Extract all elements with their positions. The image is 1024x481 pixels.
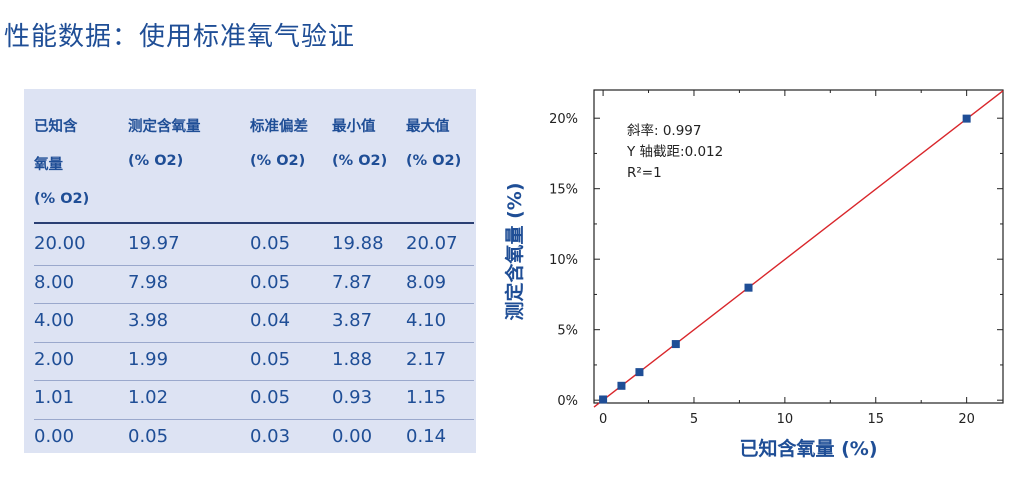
table-cell: 0.14 bbox=[406, 425, 447, 447]
table-cell: 0.05 bbox=[128, 425, 169, 447]
data-point bbox=[617, 381, 626, 390]
table-cell: 7.98 bbox=[128, 271, 169, 293]
table-cell: 0.00 bbox=[332, 425, 373, 447]
table-header-cell: 氧量 bbox=[34, 157, 63, 173]
data-point bbox=[744, 283, 753, 292]
table-cell: 4.10 bbox=[406, 310, 447, 331]
table-row-rule bbox=[34, 303, 474, 304]
table-header-cell: 测定含氧量 bbox=[128, 119, 201, 135]
x-tick-label: 5 bbox=[690, 412, 698, 427]
y-tick-label: 5% bbox=[557, 324, 578, 339]
x-tick-label: 15 bbox=[867, 412, 884, 427]
y-axis-title: 测定含氧量 (%) bbox=[503, 182, 526, 320]
table-cell: 0.03 bbox=[250, 425, 291, 447]
data-point bbox=[962, 114, 971, 123]
table-cell: 0.05 bbox=[250, 233, 291, 254]
table-cell: 0.05 bbox=[250, 387, 291, 408]
oxygen-scatter-chart: 0% 5% 10% 15% 20% 0 5 10 15 20 斜率: 0.997 Y 轴截距:0.01… bbox=[503, 89, 1004, 460]
data-point bbox=[671, 340, 680, 349]
fit-annotation: Y 轴截距:0.012 bbox=[626, 144, 723, 160]
data-point bbox=[599, 395, 608, 404]
table-cell: 0.05 bbox=[250, 348, 291, 370]
fit-annotation: 斜率: 0.997 bbox=[627, 122, 702, 139]
table-cell: 8.09 bbox=[406, 271, 447, 293]
table-cell: 1.02 bbox=[128, 387, 169, 408]
y-tick-label: 0% bbox=[557, 394, 578, 409]
table-cell: 20.00 bbox=[34, 233, 86, 254]
table-row-rule bbox=[34, 341, 474, 343]
table-cell: 3.87 bbox=[332, 310, 373, 331]
table-cell: 7.87 bbox=[332, 271, 373, 293]
table-header-cell: 最大值 bbox=[406, 119, 450, 135]
table-cell: 1.15 bbox=[406, 387, 447, 408]
y-tick-label: 20% bbox=[549, 112, 578, 127]
table-cell: 0.93 bbox=[332, 387, 373, 408]
table-cell: 8.00 bbox=[34, 271, 75, 293]
x-tick-label: 10 bbox=[777, 412, 794, 427]
page-title: 性能数据：使用标准氧气验证 bbox=[4, 22, 356, 52]
table-header-cell: 最小值 bbox=[332, 119, 376, 135]
table-cell: 20.07 bbox=[406, 233, 458, 254]
plot-frame bbox=[593, 89, 1004, 404]
table-cell: 1.01 bbox=[34, 387, 75, 408]
table-header-cell: (% O2) bbox=[250, 153, 306, 169]
table-header-cell: (% O2) bbox=[332, 153, 388, 169]
fit-annotation: R²=1 bbox=[627, 165, 662, 181]
x-tick-label: 0 bbox=[599, 412, 607, 427]
table-cell: 19.97 bbox=[128, 233, 180, 254]
table-cell: 1.99 bbox=[128, 348, 169, 370]
table-cell: 2.17 bbox=[406, 348, 447, 370]
table-header-cell: (% O2) bbox=[406, 153, 462, 169]
table-row-rule bbox=[34, 264, 474, 266]
table-header-cell: (% O2) bbox=[128, 153, 184, 169]
table-header-cell: 已知含 bbox=[34, 119, 78, 135]
table-header-cell: 标准偏差 bbox=[250, 119, 308, 135]
y-tick-label: 10% bbox=[549, 253, 578, 268]
table-row-rule bbox=[34, 418, 474, 420]
table-cell: 19.88 bbox=[332, 233, 384, 254]
performance-table: 已知含氧量 (% O2) 测定含氧量 (% O2) 标准偏差 (% O2) 最小值 (% O2… bbox=[24, 89, 476, 453]
fit-line bbox=[593, 90, 1004, 408]
y-tick-label: 15% bbox=[549, 183, 578, 198]
table-cell: 0.00 bbox=[34, 425, 75, 447]
table-row-rule bbox=[34, 380, 474, 381]
table-cell: 0.05 bbox=[250, 271, 291, 293]
x-axis-title: 已知含氧量 (%) bbox=[739, 437, 877, 460]
table-cell: 4.00 bbox=[34, 310, 75, 331]
data-point bbox=[635, 368, 644, 377]
table-header-cell: (% O2) bbox=[34, 191, 90, 207]
table-cell: 3.98 bbox=[128, 310, 169, 331]
table-cell: 1.88 bbox=[332, 348, 373, 370]
x-tick-label: 20 bbox=[958, 412, 975, 427]
table-header-rule bbox=[34, 222, 474, 224]
table-cell: 0.04 bbox=[250, 310, 291, 331]
table-cell: 2.00 bbox=[34, 348, 75, 370]
